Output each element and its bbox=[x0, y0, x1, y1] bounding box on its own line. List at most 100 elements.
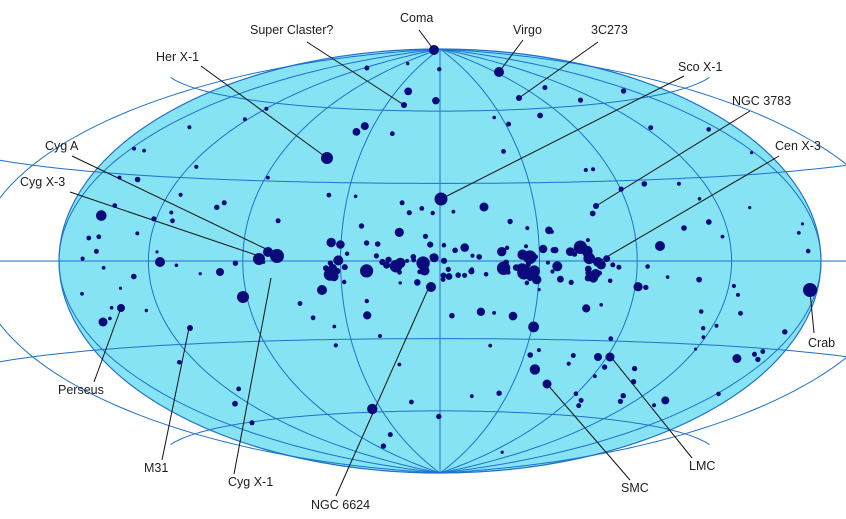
x-ray-source bbox=[178, 192, 183, 197]
x-ray-source bbox=[333, 343, 338, 348]
x-ray-source bbox=[542, 379, 552, 389]
x-ray-source bbox=[328, 263, 338, 273]
x-ray-source bbox=[583, 252, 595, 265]
x-ray-source bbox=[497, 247, 507, 257]
x-ray-source bbox=[617, 398, 624, 404]
x-ray-source bbox=[236, 386, 242, 392]
x-ray-source bbox=[367, 403, 378, 415]
x-ray-source bbox=[155, 250, 159, 254]
source-labels: Coma Super Claster? Virgo 3C273 Her X-1 … bbox=[20, 11, 835, 512]
pointer-line bbox=[546, 383, 631, 481]
x-ray-source bbox=[469, 394, 474, 399]
x-ray-source bbox=[631, 365, 638, 372]
x-ray-source bbox=[353, 194, 358, 199]
x-ray-source bbox=[385, 256, 392, 263]
x-ray-source bbox=[593, 374, 597, 379]
x-ray-source bbox=[249, 420, 255, 426]
x-ray-source bbox=[701, 335, 706, 340]
x-ray-source bbox=[96, 210, 107, 221]
x-ray-source bbox=[329, 272, 339, 282]
x-ray-source bbox=[526, 274, 534, 281]
x-ray-source bbox=[603, 255, 611, 263]
x-ray-source bbox=[411, 257, 417, 263]
x-ray-source bbox=[389, 131, 395, 137]
x-ray-source bbox=[266, 175, 270, 180]
x-ray-source bbox=[135, 231, 140, 236]
x-ray-source bbox=[380, 443, 387, 449]
x-ray-source bbox=[187, 125, 192, 130]
x-ray-source bbox=[432, 97, 440, 105]
x-ray-source bbox=[601, 364, 608, 370]
label-coma: Coma bbox=[400, 11, 433, 25]
x-ray-source bbox=[643, 284, 649, 291]
x-ray-source bbox=[264, 106, 269, 111]
label-crab: Crab bbox=[808, 336, 835, 350]
x-ray-source bbox=[344, 251, 350, 256]
pointer-line bbox=[518, 41, 599, 99]
x-ray-source bbox=[696, 276, 702, 283]
x-ray-source bbox=[760, 349, 766, 354]
x-ray-source bbox=[358, 223, 365, 229]
x-ray-source bbox=[573, 391, 579, 397]
x-ray-source bbox=[608, 336, 614, 342]
x-ray-source bbox=[508, 311, 518, 321]
x-ray-source bbox=[479, 202, 489, 212]
x-ray-source bbox=[476, 307, 486, 316]
pointer-line bbox=[93, 307, 122, 383]
x-ray-source bbox=[326, 192, 332, 198]
x-ray-source bbox=[620, 88, 627, 94]
x-ray-source bbox=[429, 45, 439, 55]
x-ray-source bbox=[404, 87, 413, 96]
x-ray-source bbox=[552, 246, 559, 254]
x-ray-source bbox=[445, 266, 451, 272]
x-ray-source bbox=[270, 249, 284, 263]
x-ray-source bbox=[537, 112, 543, 119]
x-ray-source bbox=[341, 264, 348, 271]
x-ray-source bbox=[460, 243, 470, 252]
x-ray-source bbox=[321, 152, 333, 164]
x-ray-source bbox=[275, 218, 281, 224]
x-ray-source bbox=[610, 262, 616, 268]
x-ray-source bbox=[655, 241, 665, 251]
x-ray-source bbox=[523, 250, 537, 264]
pointer-line bbox=[161, 327, 190, 461]
label-3c273: 3C273 bbox=[591, 23, 628, 37]
label-her-x1: Her X-1 bbox=[156, 50, 199, 64]
x-ray-source bbox=[112, 203, 118, 209]
x-ray-source bbox=[187, 325, 193, 331]
x-ray-source bbox=[310, 315, 316, 321]
x-ray-source bbox=[532, 275, 542, 285]
x-ray-source bbox=[414, 279, 421, 286]
x-ray-source bbox=[427, 241, 434, 248]
x-ray-source bbox=[782, 329, 788, 335]
x-ray-source bbox=[194, 164, 199, 169]
x-ray-source bbox=[529, 364, 541, 375]
x-ray-source bbox=[333, 255, 344, 266]
pointer-line bbox=[498, 39, 524, 73]
pointer-line bbox=[200, 65, 328, 159]
x-ray-source bbox=[593, 257, 603, 267]
label-ngc6624: NGC 6624 bbox=[311, 498, 370, 512]
x-ray-source bbox=[545, 226, 553, 235]
x-ray-source bbox=[533, 254, 539, 260]
x-ray-source bbox=[492, 115, 497, 120]
x-ray-source bbox=[576, 403, 582, 409]
x-ray-source bbox=[701, 326, 706, 331]
x-ray-source bbox=[714, 323, 719, 328]
x-ray-source bbox=[336, 240, 345, 249]
x-ray-source bbox=[591, 167, 596, 172]
x-ray-source bbox=[317, 285, 327, 295]
x-ray-source bbox=[451, 209, 456, 214]
x-ray-source bbox=[101, 265, 106, 270]
x-ray-source bbox=[496, 390, 502, 396]
x-ray-source bbox=[440, 272, 447, 279]
parallel-line bbox=[0, 338, 846, 363]
x-ray-source bbox=[488, 343, 493, 348]
x-ray-source bbox=[373, 253, 379, 259]
pointer-lines bbox=[69, 29, 815, 497]
label-cen-x3: Cen X-3 bbox=[775, 139, 821, 153]
x-ray-source bbox=[661, 396, 670, 405]
x-ray-source bbox=[406, 210, 412, 216]
x-ray-source bbox=[379, 258, 386, 266]
x-ray-source bbox=[177, 360, 182, 365]
